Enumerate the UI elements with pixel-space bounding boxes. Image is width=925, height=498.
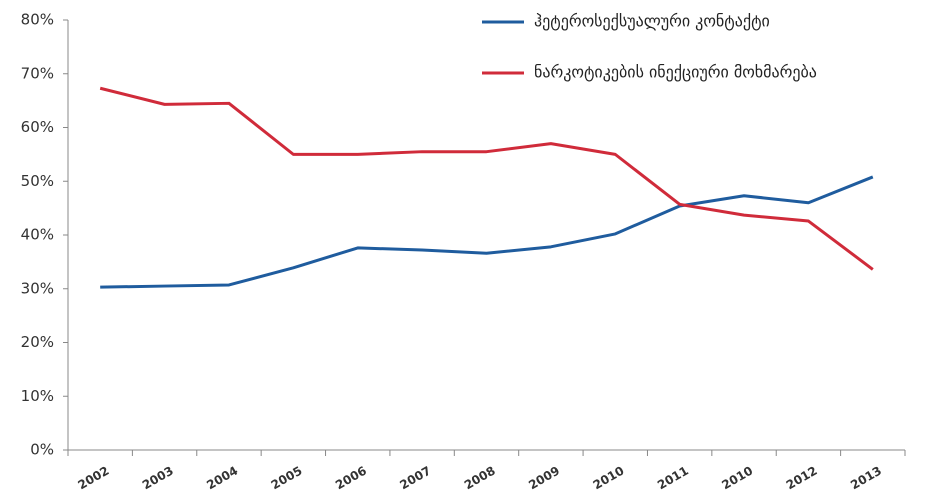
x-tick-label: 2007 [397, 464, 433, 493]
x-tick-label: 2011 [655, 464, 691, 493]
x-tick-label: 2009 [526, 464, 562, 493]
x-tick-label: 2003 [140, 464, 176, 493]
x-tick-label: 2006 [333, 464, 369, 493]
y-tick-label: 40% [21, 226, 54, 244]
y-tick-label: 60% [21, 118, 54, 136]
legend-label: ჰეტეროსექსუალური კონტაქტი [534, 12, 770, 31]
x-tick-label: 2010 [591, 464, 627, 493]
series-line [99, 86, 874, 271]
x-tick-label: 2004 [204, 464, 240, 493]
x-tick-label: 2012 [784, 464, 820, 493]
y-tick-label: 70% [21, 64, 54, 82]
x-tick-label: 2008 [462, 464, 498, 493]
series-line [100, 175, 874, 289]
y-tick-label: 10% [21, 387, 54, 405]
y-tick-label: 80% [21, 11, 54, 29]
y-tick-label: 30% [21, 279, 54, 297]
y-tick-label: 0% [30, 441, 54, 459]
y-tick-label: 20% [21, 333, 54, 351]
y-tick-label: 50% [21, 172, 54, 190]
x-tick-label: 2013 [848, 464, 884, 493]
legend-label: ნარკოტიკების ინექციური მოხმარება [534, 63, 817, 82]
x-tick-label: 2005 [269, 464, 305, 493]
x-tick-label: 2002 [76, 464, 112, 493]
x-tick-label: 2010 [719, 464, 755, 493]
